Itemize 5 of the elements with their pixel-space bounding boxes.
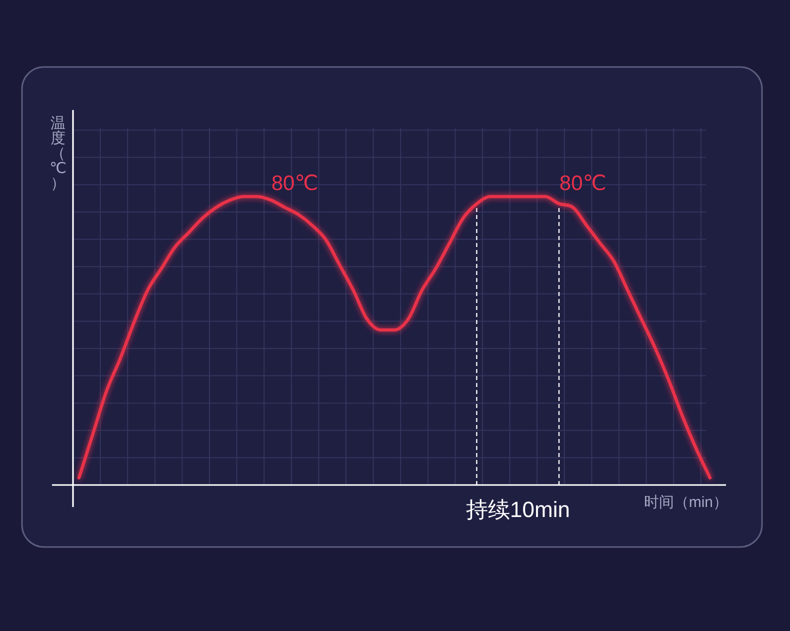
x-axis-title: 时间（min） bbox=[644, 494, 728, 511]
y-axis-title: 温度（℃） bbox=[50, 115, 66, 192]
data-label: 80℃ bbox=[271, 172, 318, 196]
data-label: 80℃ bbox=[559, 172, 606, 196]
text: 持续10min bbox=[466, 497, 570, 522]
